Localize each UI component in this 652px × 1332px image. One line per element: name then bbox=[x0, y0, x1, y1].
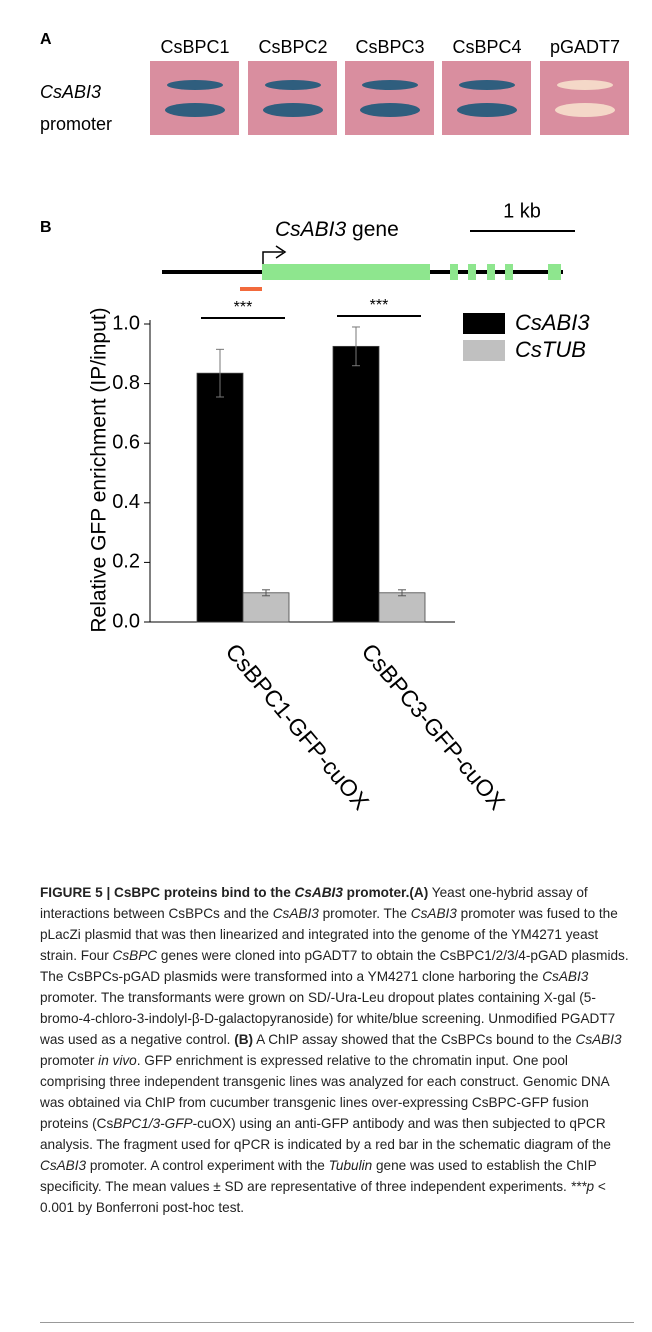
caption-text: CsABI3 bbox=[273, 906, 319, 921]
colony bbox=[457, 103, 517, 117]
caption-text: in vivo bbox=[98, 1053, 137, 1068]
caption-text: promoter. bbox=[343, 885, 409, 900]
colony bbox=[362, 80, 418, 90]
gene-word: gene bbox=[352, 218, 399, 241]
y-axis-label: Relative GFP enrichment (IP/input) bbox=[88, 307, 111, 632]
gene-label: CsABI3 gene bbox=[275, 218, 399, 241]
bar bbox=[197, 373, 243, 622]
caption-text: Tubulin bbox=[329, 1158, 373, 1173]
legend-label: CsABI3 bbox=[515, 310, 590, 335]
colony bbox=[360, 103, 420, 117]
caption: FIGURE 5 | CsBPC proteins bind to the Cs… bbox=[40, 882, 634, 1218]
plate bbox=[150, 61, 239, 135]
exon bbox=[487, 264, 495, 280]
caption-text: post-hoc bbox=[162, 1200, 214, 1215]
panel-label: A bbox=[40, 31, 52, 48]
significance-label: *** bbox=[370, 297, 389, 314]
y-tick-label: 0.6 bbox=[112, 431, 140, 453]
caption-text: CsBPC bbox=[113, 948, 158, 963]
column-label: CsBPC1 bbox=[160, 37, 229, 57]
column-label: CsBPC3 bbox=[355, 37, 424, 57]
caption-text: CsABI3 bbox=[295, 885, 343, 900]
column-label: CsBPC4 bbox=[452, 37, 521, 57]
caption-text: BPC1/3-GFP bbox=[113, 1116, 192, 1131]
colony bbox=[557, 80, 613, 90]
exon bbox=[548, 264, 561, 280]
row-label: promoter bbox=[40, 114, 112, 134]
exon bbox=[505, 264, 513, 280]
y-tick-label: 1.0 bbox=[112, 312, 140, 334]
colony bbox=[167, 80, 223, 90]
plates: CsBPC1 CsBPC2 CsBPC3 CsBPC4 pGADT7 bbox=[150, 37, 629, 135]
bar bbox=[243, 593, 289, 622]
colony bbox=[165, 103, 225, 117]
caption-text: (B) bbox=[234, 1032, 253, 1047]
significance-label: *** bbox=[234, 299, 253, 316]
rule bbox=[40, 1322, 634, 1323]
gene-name: CsABI3 bbox=[275, 218, 347, 241]
caption-text: CsABI3 bbox=[576, 1032, 622, 1047]
caption-text: FIGURE 5 | CsBPC proteins bind to the bbox=[40, 885, 295, 900]
caption-text: ***p bbox=[571, 1179, 594, 1194]
caption-text: CsABI3 bbox=[542, 969, 588, 984]
legend-swatch bbox=[463, 313, 505, 334]
row-label: CsABI3 bbox=[40, 82, 101, 102]
caption-text: CsABI3 bbox=[40, 1158, 86, 1173]
page: A CsABI3 promoter CsBPC1CsBPC2CsBPC3CsBP… bbox=[0, 0, 652, 1332]
colony bbox=[263, 103, 323, 117]
y-tick-label: 0.4 bbox=[112, 491, 140, 513]
caption-text: promoter. A control experiment with the bbox=[86, 1158, 329, 1173]
column-label: pGADT7 bbox=[550, 37, 620, 57]
colony bbox=[459, 80, 515, 90]
colony bbox=[555, 103, 615, 117]
scale-bar-label: 1 kb bbox=[503, 200, 541, 222]
x-tick-label: CsBPC1-GFP-cuOX bbox=[221, 638, 375, 814]
tss-arrow bbox=[263, 252, 283, 264]
caption-text: promoter bbox=[40, 1053, 98, 1068]
plate bbox=[442, 61, 531, 135]
panel-label: B bbox=[40, 219, 52, 236]
y-tick-label: 0.0 bbox=[112, 610, 140, 632]
bar bbox=[333, 346, 379, 622]
plate bbox=[248, 61, 337, 135]
column-label: CsBPC2 bbox=[258, 37, 327, 57]
exon bbox=[468, 264, 476, 280]
x-tick-label: CsBPC3-GFP-cuOX bbox=[357, 638, 511, 814]
caption-text: A ChIP assay showed that the CsBPCs boun… bbox=[253, 1032, 575, 1047]
caption-text: CsABI3 bbox=[411, 906, 457, 921]
y-tick-label: 0.8 bbox=[112, 372, 140, 394]
plate bbox=[540, 61, 629, 135]
legend-label: CsTUB bbox=[515, 337, 586, 362]
y-tick-label: 0.2 bbox=[112, 551, 140, 573]
exon bbox=[450, 264, 458, 280]
colony bbox=[265, 80, 321, 90]
bar bbox=[379, 593, 425, 622]
caption-text: promoter. The bbox=[319, 906, 411, 921]
plate bbox=[345, 61, 434, 135]
legend-swatch bbox=[463, 340, 505, 361]
caption-text: (A) bbox=[409, 885, 428, 900]
exon bbox=[262, 264, 430, 280]
caption-text: test. bbox=[215, 1200, 244, 1215]
